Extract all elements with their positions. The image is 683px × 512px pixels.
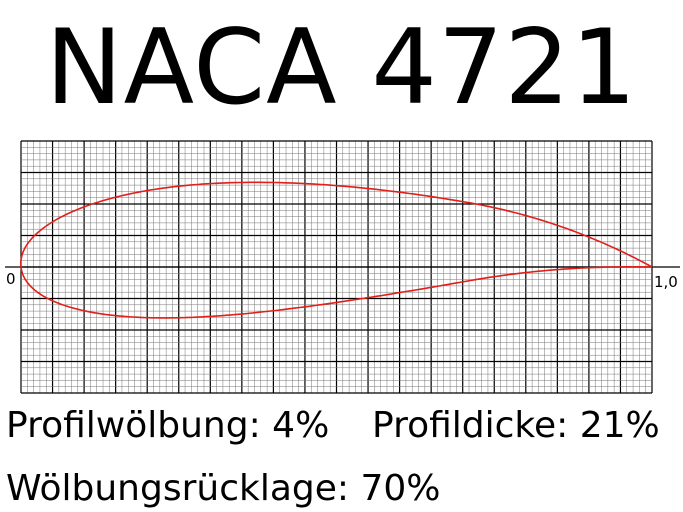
- airfoil-outline: [20, 181, 653, 319]
- thickness-label: Profildicke: 21%: [372, 405, 660, 446]
- camber-label: Profilwölbung: 4%: [6, 405, 330, 446]
- x-tick-0: 0: [6, 270, 16, 288]
- x-tick-1: 1,0: [654, 273, 678, 291]
- page-title: NACA 4721: [45, 8, 638, 128]
- grid-paper: [20, 140, 653, 394]
- camber-position-label: Wölbungsrücklage: 70%: [6, 468, 441, 509]
